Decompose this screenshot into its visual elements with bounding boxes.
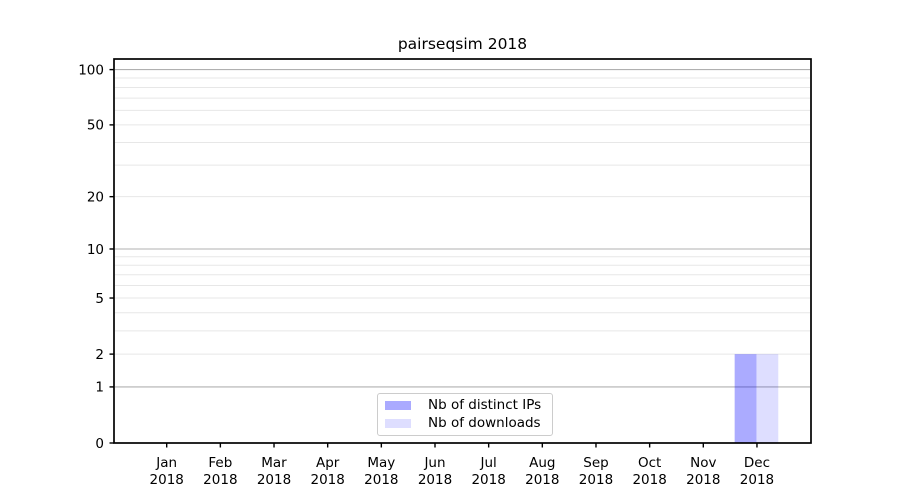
x-tick-label-year: 2018 [364,472,398,488]
x-tick-label-year: 2018 [686,472,720,488]
legend-box: Nb of distinct IPs Nb of downloads [377,393,553,436]
x-tick-label-month: Jun [423,455,445,471]
y-tick-label: 100 [78,62,104,78]
x-tick-label-month: Sep [583,455,608,471]
bar-distinct-ips [734,354,757,443]
x-tick-label-year: 2018 [311,472,345,488]
x-tick-label-month: Jan [155,455,177,471]
y-tick-label: 0 [95,436,104,452]
x-tick-label-month: Nov [690,455,716,471]
legend-entry-distinct-ips: Nb of distinct IPs [378,396,552,414]
x-tick-label-year: 2018 [203,472,237,488]
x-tick-label-year: 2018 [257,472,291,488]
x-tick-label-year: 2018 [525,472,559,488]
y-tick-label: 10 [87,242,104,258]
x-tick-label-month: Jul [480,455,497,471]
legend-swatch-downloads [385,419,411,429]
x-tick-label-year: 2018 [740,472,774,488]
legend-label-downloads: Nb of downloads [428,414,541,431]
legend-entry-downloads: Nb of downloads [378,415,552,433]
legend-label-distinct-ips: Nb of distinct IPs [428,396,542,413]
y-tick-label: 1 [95,380,104,396]
x-tick-label-month: Apr [316,455,340,471]
legend-swatch-distinct-ips [385,400,411,410]
x-tick-label-year: 2018 [579,472,613,488]
x-tick-label-month: Dec [744,455,770,471]
y-tick-label: 20 [87,189,104,205]
x-tick-label-month: Mar [261,455,287,471]
x-tick-label-month: Feb [208,455,232,471]
x-tick-label-year: 2018 [471,472,505,488]
chart-title: pairseqsim 2018 [397,35,528,53]
x-tick-label-year: 2018 [418,472,452,488]
y-tick-label: 5 [95,291,104,307]
x-tick-label-month: Aug [529,455,555,471]
x-tick-label-year: 2018 [632,472,666,488]
y-tick-label: 50 [87,118,104,134]
x-tick-label-year: 2018 [150,472,184,488]
y-tick-label: 2 [95,347,104,363]
x-tick-label-month: May [367,455,395,471]
x-tick-label-month: Oct [638,455,661,471]
axes-spines [113,58,812,444]
bar-downloads [756,354,779,443]
